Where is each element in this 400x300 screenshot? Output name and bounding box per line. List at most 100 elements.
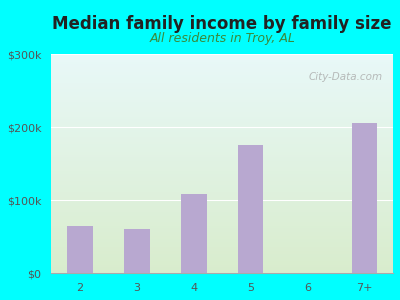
Bar xyxy=(51,55,393,56)
Bar xyxy=(51,78,393,79)
Bar xyxy=(51,201,393,202)
Bar xyxy=(51,149,393,151)
Bar xyxy=(51,181,393,182)
Bar xyxy=(51,210,393,211)
Bar xyxy=(51,91,393,92)
Bar xyxy=(51,169,393,170)
Bar xyxy=(51,90,393,91)
Bar xyxy=(51,183,393,184)
Bar xyxy=(51,262,393,263)
Bar xyxy=(51,224,393,225)
Bar xyxy=(51,177,393,178)
Bar xyxy=(51,199,393,200)
Bar xyxy=(51,260,393,261)
Bar xyxy=(51,191,393,192)
Bar xyxy=(51,84,393,85)
Bar xyxy=(51,163,393,164)
Bar xyxy=(51,157,393,158)
Bar xyxy=(51,82,393,84)
Bar xyxy=(51,129,393,130)
Bar xyxy=(51,196,393,198)
Bar xyxy=(51,79,393,80)
Bar xyxy=(51,231,393,232)
Bar xyxy=(51,159,393,160)
Bar xyxy=(51,259,393,260)
Bar xyxy=(51,272,393,273)
Bar xyxy=(51,165,393,166)
Bar xyxy=(51,204,393,205)
Bar xyxy=(51,256,393,257)
Bar xyxy=(51,158,393,159)
Bar xyxy=(51,66,393,67)
Bar xyxy=(51,242,393,243)
Bar xyxy=(51,184,393,186)
Bar xyxy=(51,208,393,210)
Bar xyxy=(51,130,393,131)
Bar xyxy=(51,186,393,187)
Bar xyxy=(51,222,393,223)
Bar xyxy=(51,166,393,167)
Bar xyxy=(51,182,393,183)
Bar xyxy=(51,120,393,121)
Bar xyxy=(51,267,393,268)
Bar xyxy=(51,258,393,259)
Bar xyxy=(51,206,393,208)
Bar xyxy=(51,57,393,59)
Bar xyxy=(51,216,393,217)
Bar xyxy=(51,232,393,233)
Bar xyxy=(51,138,393,140)
Bar xyxy=(51,164,393,165)
Bar xyxy=(352,124,377,273)
Text: All residents in Troy, AL: All residents in Troy, AL xyxy=(149,32,295,45)
Bar xyxy=(51,137,393,138)
Bar xyxy=(51,223,393,224)
Bar xyxy=(51,68,393,69)
Bar xyxy=(51,67,393,68)
Bar xyxy=(51,171,393,172)
Bar xyxy=(51,244,393,245)
Bar xyxy=(51,176,393,177)
Bar xyxy=(51,112,393,113)
Bar xyxy=(51,160,393,161)
Bar xyxy=(51,122,393,123)
Bar xyxy=(51,257,393,258)
Bar xyxy=(51,58,393,59)
Bar xyxy=(51,118,393,119)
Bar xyxy=(51,63,393,64)
Bar xyxy=(51,255,393,256)
Bar xyxy=(51,253,393,254)
Bar xyxy=(51,92,393,94)
Bar xyxy=(51,74,393,75)
Bar xyxy=(51,250,393,251)
Bar xyxy=(51,235,393,236)
Bar xyxy=(51,110,393,111)
Bar xyxy=(51,179,393,180)
Bar xyxy=(51,189,393,190)
Bar xyxy=(51,109,393,110)
Bar xyxy=(51,131,393,132)
Bar xyxy=(51,133,393,134)
Bar xyxy=(51,237,393,238)
Bar xyxy=(51,102,393,103)
Bar xyxy=(51,193,393,194)
Bar xyxy=(51,119,393,120)
Bar xyxy=(51,211,393,212)
Bar xyxy=(51,61,393,62)
Bar xyxy=(51,145,393,146)
Bar xyxy=(51,168,393,169)
Bar xyxy=(51,135,393,136)
Bar xyxy=(51,212,393,213)
Bar xyxy=(124,230,150,273)
Bar xyxy=(51,148,393,149)
Bar xyxy=(51,234,393,235)
Bar xyxy=(51,152,393,153)
Bar xyxy=(51,64,393,65)
Bar xyxy=(51,268,393,269)
Bar xyxy=(51,228,393,230)
Bar xyxy=(51,167,393,168)
Bar xyxy=(51,233,393,234)
Bar xyxy=(51,56,393,57)
Bar xyxy=(51,96,393,97)
Bar xyxy=(51,270,393,271)
Bar xyxy=(51,89,393,90)
